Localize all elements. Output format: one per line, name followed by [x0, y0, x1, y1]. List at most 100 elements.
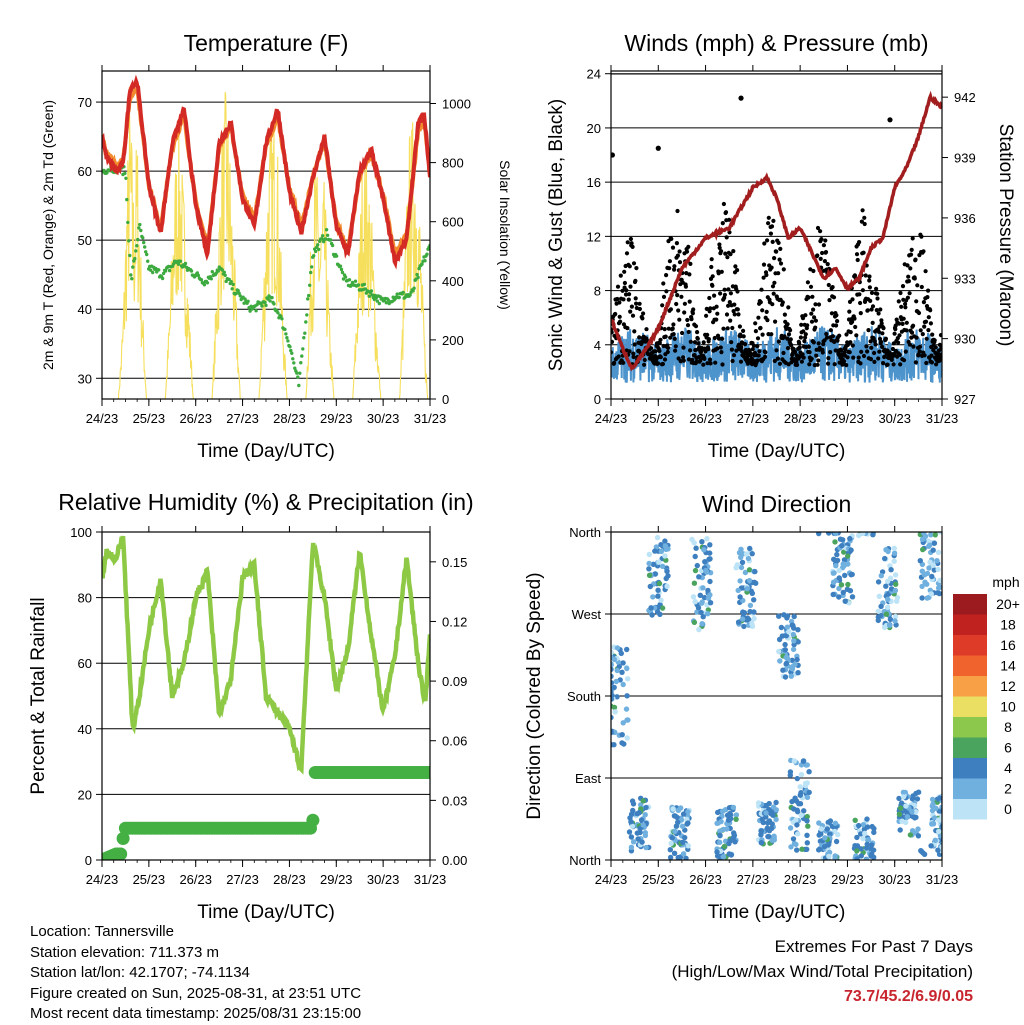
- direction-point: [719, 808, 726, 814]
- gust-point: [765, 318, 770, 323]
- direction-point: [640, 798, 646, 804]
- gust-point: [672, 264, 677, 269]
- gust-point: [777, 361, 783, 366]
- direction-point: [932, 837, 938, 843]
- y-tick-label: 60: [78, 656, 92, 671]
- gust-point: [756, 315, 761, 320]
- gust-point: [769, 265, 774, 270]
- direction-point: [611, 661, 614, 667]
- direction-point: [869, 851, 875, 857]
- dewpoint-point: [384, 301, 388, 305]
- gust-point: [923, 269, 928, 274]
- direction-point: [654, 534, 661, 541]
- gust-point: [765, 238, 770, 243]
- gust-point: [914, 299, 919, 304]
- gust-point: [906, 279, 912, 284]
- direction-point: [619, 732, 625, 738]
- y2-tick-label: 800: [442, 156, 464, 171]
- direction-point: [849, 594, 856, 600]
- gust-outlier: [655, 145, 661, 151]
- direction-point: [896, 795, 902, 802]
- direction-point: [728, 852, 734, 858]
- gust-point: [691, 307, 696, 312]
- direction-point: [838, 582, 845, 588]
- gust-point: [867, 285, 873, 290]
- direction-point: [732, 839, 738, 845]
- gust-point: [634, 301, 639, 306]
- gust-point: [770, 239, 775, 244]
- dewpoint-point: [238, 294, 242, 298]
- direction-point: [744, 586, 750, 592]
- gust-point: [906, 274, 911, 279]
- dewpoint-point: [295, 371, 299, 375]
- direction-point: [917, 558, 923, 564]
- gust-point: [892, 331, 897, 336]
- direction-point: [653, 544, 660, 550]
- dewpoint-point: [222, 270, 226, 274]
- panel-temperature: Temperature (F) 24/23 25/23 26/23 27/23 28/23…: [40, 30, 513, 462]
- dewpoint-point: [408, 293, 412, 297]
- direction-point: [858, 846, 864, 852]
- direction-point: [699, 621, 705, 627]
- gust-point: [766, 221, 771, 226]
- gust-point: [721, 326, 726, 331]
- direction-point: [611, 680, 615, 686]
- dewpoint-point: [280, 317, 284, 321]
- colorbar-label: 20+: [996, 596, 1020, 612]
- direction-point: [751, 609, 757, 615]
- colorbar-swatch: [953, 696, 987, 717]
- gust-point: [735, 289, 740, 294]
- gust-point: [857, 292, 862, 297]
- gust-point: [708, 306, 713, 311]
- pressure-series: [611, 90, 942, 372]
- gust-point: [826, 356, 831, 361]
- direction-point: [845, 581, 851, 588]
- direction-point: [870, 847, 877, 853]
- extremes-values: 73.7/45.2/6.9/0.05: [844, 988, 973, 1005]
- colorbar-title: mph: [992, 574, 1019, 590]
- direction-point: [782, 674, 789, 680]
- y-axis-label: Percent & Total Rainfall: [28, 597, 49, 794]
- direction-point: [842, 572, 848, 579]
- figure-created: Figure created on Sun, 2025-08-31, at 23…: [30, 984, 362, 1002]
- dewpoint-point: [328, 238, 333, 242]
- x-tick-label: 24/23: [595, 872, 628, 887]
- gust-point: [870, 304, 876, 309]
- gust-point: [797, 341, 802, 346]
- y2-tick-label: 0.09: [442, 674, 467, 689]
- gust-point: [730, 358, 735, 364]
- gust-point: [858, 300, 863, 306]
- gust-point: [658, 355, 663, 360]
- direction-point: [714, 849, 720, 855]
- direction-point: [794, 775, 800, 782]
- gust-point: [686, 357, 692, 362]
- gust-point: [640, 316, 645, 321]
- gust-point: [851, 355, 856, 360]
- gust-point: [689, 317, 694, 322]
- direction-point: [864, 824, 871, 830]
- direction-point: [805, 823, 811, 829]
- dewpoint-point: [199, 278, 204, 282]
- gust-point: [738, 359, 744, 364]
- gust-point: [726, 287, 731, 292]
- x-tick-label: 27/23: [737, 872, 770, 887]
- gust-point: [738, 334, 743, 339]
- dewpoint-point: [141, 236, 145, 240]
- gust-point: [637, 301, 642, 306]
- gust-point: [938, 333, 942, 338]
- dewpoint-point: [127, 239, 131, 243]
- direction-point: [854, 834, 860, 841]
- direction-point: [727, 812, 734, 818]
- direction-point: [611, 684, 617, 691]
- gust-point: [720, 336, 725, 341]
- direction-point: [870, 532, 876, 538]
- direction-point: [766, 828, 773, 834]
- direction-point: [897, 827, 903, 833]
- direction-point: [696, 574, 702, 580]
- gust-point: [869, 290, 875, 295]
- gust-point: [930, 332, 935, 337]
- direction-point: [654, 609, 661, 615]
- gust-point: [617, 314, 622, 319]
- gust-point: [678, 359, 683, 364]
